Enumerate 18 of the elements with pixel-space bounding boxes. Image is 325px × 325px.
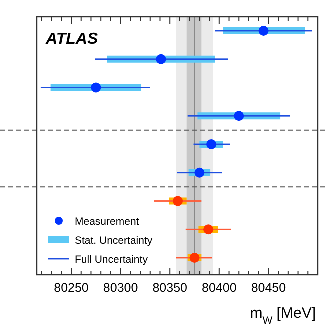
point xyxy=(91,82,102,93)
x-tick-label: 80400 xyxy=(202,281,237,295)
point xyxy=(172,196,183,206)
x-tick-label: 80350 xyxy=(152,281,188,295)
x-tick-label: 80450 xyxy=(251,281,286,295)
annotation: ATLAS xyxy=(45,31,98,48)
point xyxy=(234,111,244,122)
x-tick-label: 80250 xyxy=(54,281,89,295)
legend-label: Full Uncertainty xyxy=(75,254,149,266)
point xyxy=(204,224,214,235)
x-axis-title: m$_{W}$ [MeV] xyxy=(250,305,316,325)
point xyxy=(258,26,269,36)
point xyxy=(206,140,217,150)
x-tick-label: 80300 xyxy=(103,281,138,295)
point xyxy=(156,54,166,64)
legend-label: Stat. Uncertainty xyxy=(75,235,154,247)
point xyxy=(194,168,205,178)
legend-label: Measurement xyxy=(75,216,140,228)
